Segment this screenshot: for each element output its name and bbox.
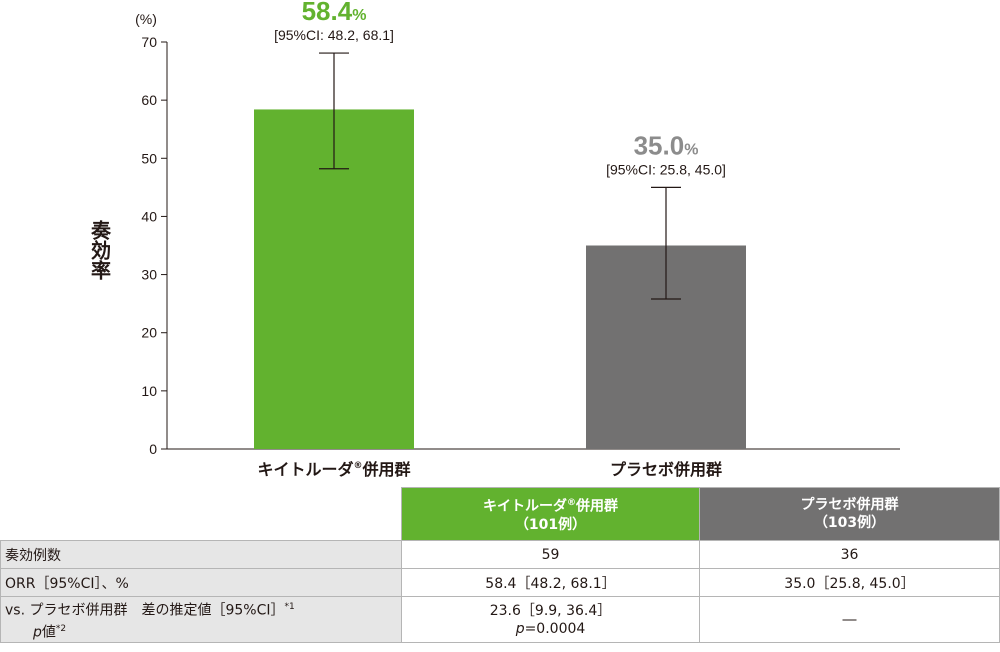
registered-mark: ®: [567, 498, 576, 509]
row-label-difference-text: vs. プラセボ併用群 差の推定値［95%CI］: [5, 602, 285, 619]
value-label: 35.0%: [634, 130, 699, 160]
ci-label: [95%CI: 25.8, 45.0]: [606, 161, 726, 177]
y-tick-label: 40: [141, 208, 157, 224]
y-axis-label: 奏効率: [88, 219, 112, 281]
footnote-mark-2: *2: [55, 623, 67, 634]
header-keytruda-n: （101例）: [514, 516, 587, 533]
header-placebo: プラセボ併用群 （103例）: [699, 487, 1000, 541]
p-symbol: p: [33, 624, 42, 641]
row-label-p-value: 値: [41, 624, 56, 641]
response-rate-chart: 奏効率 (%) 0 10 20 30 40 50 60 70 [95%CI: 48.2, 68…: [88, 0, 900, 479]
y-tick-label: 0: [149, 441, 157, 457]
y-tick-label: 70: [141, 34, 157, 50]
header-placebo-name: プラセボ併用群: [800, 497, 899, 513]
table-corner: [0, 487, 402, 541]
category-label: プラセボ併用群: [610, 460, 722, 479]
header-keytruda-name: キイトルーダ: [483, 498, 567, 515]
header-keytruda: キイトルーダ®併用群 （101例）: [401, 487, 700, 541]
y-tick-label: 20: [141, 325, 157, 341]
value-unit: %: [352, 7, 366, 24]
table-row: vs. プラセボ併用群 差の推定値［95%CI］*1 p値*2 23.6［9.9…: [0, 596, 1000, 643]
difference-estimate: 23.6［9.9, 36.4］: [489, 602, 612, 619]
p-value: =0.0004: [524, 620, 586, 637]
value-unit: %: [684, 141, 698, 158]
cell-keytruda-orr: 58.4［48.2, 68.1］: [401, 568, 700, 597]
row-label-orr: ORR［95%CI］、%: [0, 568, 402, 597]
ci-label: [95%CI: 48.2, 68.1]: [274, 27, 394, 43]
y-tick-label: 10: [141, 383, 157, 399]
y-tick-label: 50: [141, 150, 157, 166]
cell-keytruda-difference: 23.6［9.9, 36.4］ p=0.0004: [401, 596, 700, 643]
row-label-responders: 奏効例数: [0, 540, 402, 569]
row-label-difference: vs. プラセボ併用群 差の推定値［95%CI］*1 p値*2: [0, 596, 402, 643]
category-label-rest: 併用群: [362, 460, 411, 479]
results-table: キイトルーダ®併用群 （101例） プラセボ併用群 （103例） 奏効例数 59…: [0, 487, 1000, 643]
value-label: 58.4%: [302, 0, 367, 26]
table-row: ORR［95%CI］、% 58.4［48.2, 68.1］ 35.0［25.8,…: [0, 568, 1000, 597]
category-label: キイトルーダ®併用群: [257, 460, 410, 479]
registered-mark: ®: [354, 461, 363, 471]
table-row: 奏効例数 59 36: [0, 540, 1000, 569]
y-tick-label: 30: [141, 267, 157, 283]
table-header-row: キイトルーダ®併用群 （101例） プラセボ併用群 （103例）: [0, 487, 1000, 541]
cell-keytruda-responders: 59: [401, 540, 700, 569]
footnote-mark-1: *1: [284, 601, 295, 612]
y-tick-label: 60: [141, 92, 157, 108]
header-keytruda-group: 併用群: [576, 498, 618, 515]
header-placebo-n: （103例）: [813, 515, 886, 531]
p-symbol-value: p: [515, 620, 525, 637]
y-axis-unit: (%): [135, 11, 157, 27]
cell-placebo-orr: 35.0［25.8, 45.0］: [699, 568, 1000, 597]
cell-placebo-responders: 36: [699, 540, 1000, 569]
cell-placebo-difference: ―: [699, 596, 1000, 643]
